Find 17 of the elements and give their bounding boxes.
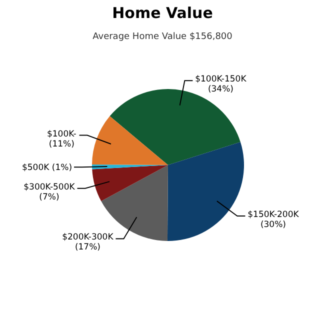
pie-slice	[167, 142, 244, 241]
data-label: (30%)	[260, 220, 286, 230]
chart-title: Home Value	[111, 4, 214, 22]
slice-label: $500K	[22, 163, 50, 174]
data-label: (34%)	[208, 84, 234, 95]
chart-subtitle: Average Home Value $156,800	[92, 32, 234, 42]
slice-label: $150K-200K	[248, 210, 300, 220]
slice-label: $100K-	[46, 129, 76, 140]
slice-label: $100K-150K	[195, 74, 247, 85]
data-label: (1%)	[52, 163, 72, 174]
slice-label: $200K-300K	[62, 232, 114, 243]
data-label: (11%)	[48, 139, 74, 150]
pie-slice	[92, 165, 168, 202]
slice-label: $300K-500K	[24, 182, 76, 192]
data-label: (7%)	[39, 192, 60, 202]
data-label: (17%)	[74, 242, 100, 253]
pie-slice	[92, 116, 168, 165]
